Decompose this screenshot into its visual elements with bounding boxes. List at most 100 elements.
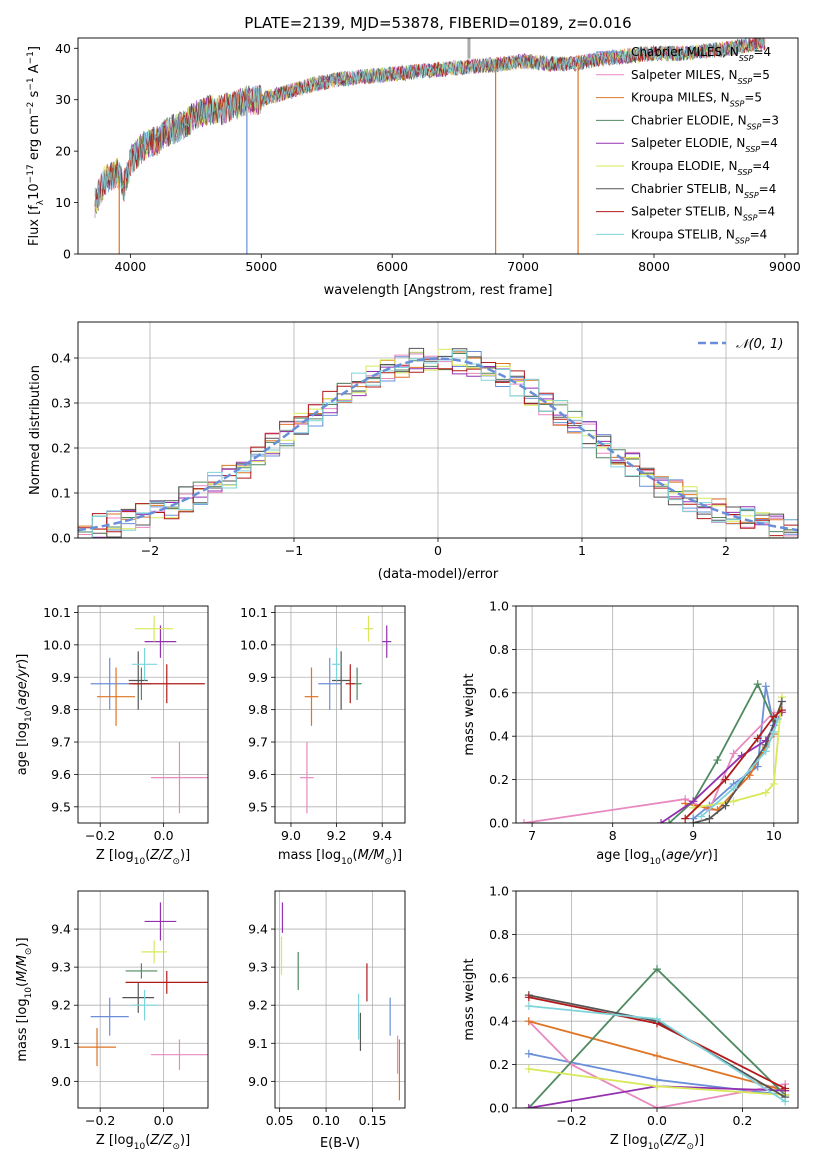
x-tick-label: 5000	[245, 259, 277, 274]
mass-weight-marker	[729, 797, 738, 806]
plot-area-spectrum	[94, 38, 766, 254]
x-tick-label: 0.10	[312, 1113, 340, 1128]
mass-weight-marker	[713, 756, 722, 765]
y-tick-label: 0.0	[51, 531, 71, 546]
plot-area-mass-weight-vs-Z	[524, 965, 790, 1108]
x-tick-label: −1	[285, 543, 303, 558]
mass-weight-marker	[653, 965, 661, 974]
mass-weight-marker	[657, 819, 666, 823]
y-tick-label: 30	[55, 92, 71, 107]
y-tick-label: 0.4	[489, 1014, 509, 1029]
legend-label: Chabrier STELIB, NSSP=4	[631, 182, 776, 200]
mass-weight-marker	[705, 814, 714, 823]
y-tick-label: 20	[55, 144, 71, 159]
x-tick-label: 10	[766, 828, 782, 843]
ebv-xlabel: E(B-V)	[320, 1136, 360, 1151]
y-tick-label: 9.0	[248, 1074, 268, 1089]
y-tick-label: 0.2	[489, 1057, 509, 1072]
axes-frame	[274, 605, 406, 824]
h-alpha-feature	[467, 38, 471, 59]
x-tick-label: 9	[689, 828, 697, 843]
age-vs-Z-ylabel-text: age [log10(age/yr)]	[15, 654, 34, 776]
y-tick-label: 10	[55, 195, 71, 210]
mass-weight-marker	[520, 819, 529, 823]
y-tick-label: 1.0	[489, 599, 509, 614]
axes-frame	[77, 321, 799, 539]
mass-weight-marker	[769, 712, 778, 721]
mass-vs-Z-ylabel-text: mass [log10(M/M⊙)]	[15, 937, 34, 1061]
axes-frame	[77, 605, 209, 824]
x-tick-label: −0.2	[556, 1113, 586, 1128]
age-vs-Z-ylabel: age [log10(age/yr)]	[15, 654, 34, 776]
plot-area-age-vs-Z	[90, 615, 208, 814]
y-tick-label: 9.5	[51, 799, 71, 814]
plot-area-age-vs-mass	[300, 615, 392, 814]
legend-label: Salpeter STELIB, NSSP=4	[631, 205, 775, 223]
mass-weight-marker	[653, 1104, 661, 1108]
spectrum-ylabel: Flux [fλ10−17 erg cm−2 s−1 A−1]	[26, 46, 46, 246]
axes-mass-vs-ebv: 0.05 0.10 0.15 9.0 9.1 9.2 9.3 9.4	[248, 890, 406, 1128]
axes-mass-weight-vs-age: 7 8 9 10 0.0 0.2 0.4 0.6 0.8 1.0	[489, 599, 799, 843]
mass-weight-marker	[761, 788, 770, 797]
legend-label: 𝒩(0, 1)	[736, 337, 783, 352]
axes-spectrum: 4000 5000 6000 7000 8000 9000 0 10 20 30 40	[55, 37, 801, 274]
y-tick-label: 9.8	[248, 702, 268, 717]
x-tick-label: 0.2	[733, 1113, 753, 1128]
mass-weight-marker	[777, 706, 786, 715]
legend-label: Kroupa ELODIE, NSSP=4	[631, 159, 770, 177]
y-tick-label: 9.6	[248, 767, 268, 782]
age-vs-Z-xlabel: Z [log10(Z/Z⊙)]	[96, 848, 190, 867]
legend-label: Chabrier MILES, NSSP=4	[631, 45, 771, 63]
mass-weight-marker	[653, 1051, 661, 1060]
mass-weight-marker	[689, 819, 698, 823]
y-tick-label: 0.1	[51, 486, 71, 501]
axes-frame	[274, 890, 406, 1109]
mass-weight-marker	[697, 812, 706, 821]
plot-area-residuals	[78, 347, 798, 538]
mass-weight-marker	[729, 784, 738, 793]
spectrum-xlabel: wavelength [Angstrom, rest frame]	[324, 283, 553, 298]
y-tick-label: 0.2	[51, 441, 71, 456]
mass-weight-marker	[524, 1049, 533, 1058]
y-tick-label: 9.2	[248, 998, 268, 1013]
y-tick-label: 0.6	[489, 970, 509, 985]
y-tick-label: 0.6	[489, 685, 509, 700]
y-tick-label: 9.1	[51, 1036, 71, 1051]
mass-weight-vs-Z-xlabel: Z [log10(Z/Z⊙)]	[610, 1133, 704, 1152]
y-tick-label: 9.1	[248, 1036, 268, 1051]
mass-weight-marker	[745, 771, 754, 780]
mass-weight-vs-Z-ylabel: mass weight	[462, 958, 477, 1040]
x-tick-label: −0.2	[85, 1113, 115, 1128]
y-tick-label: 9.4	[248, 922, 268, 937]
spectrum-line	[94, 38, 766, 209]
axes-frame	[515, 890, 799, 1109]
mass-weight-marker	[761, 682, 770, 691]
mass-weight-vs-age-xlabel: age [log10(age/yr)]	[596, 848, 718, 867]
spectrum-ylabel-text: Flux [fλ10−17 erg cm−2 s−1 A−1]	[26, 46, 46, 246]
y-tick-label: 9.5	[248, 799, 268, 814]
x-tick-label: 7000	[507, 259, 539, 274]
x-tick-label: 2	[722, 543, 730, 558]
axes-residuals: −2 −1 0 1 2 0.0 0.1 0.2 0.3 0.4	[51, 321, 799, 558]
mass-weight-marker	[769, 727, 778, 736]
x-tick-label: 8000	[638, 259, 670, 274]
axes-frame	[515, 605, 799, 824]
mass-weight-marker	[653, 1015, 661, 1024]
x-tick-label: −0.2	[85, 828, 115, 843]
y-tick-label: 9.3	[51, 960, 71, 975]
mass-weight-marker	[777, 697, 786, 706]
y-tick-label: 9.7	[248, 735, 268, 750]
axes-mass-vs-Z: −0.2 0.0 9.0 9.1 9.2 9.3 9.4	[51, 890, 209, 1128]
mass-weight-marker	[653, 1082, 661, 1091]
x-tick-label: 0.15	[359, 1113, 387, 1128]
spectrum-title: PLATE=2139, MJD=53878, FIBERID=0189, z=0…	[244, 14, 631, 32]
normal-curve	[78, 357, 798, 532]
mass-weight-marker	[773, 714, 782, 723]
y-tick-label: 1.0	[489, 884, 509, 899]
x-tick-label: 0.05	[266, 1113, 294, 1128]
mass-weight-marker	[781, 1084, 790, 1093]
residuals-ylabel: Normed distribution	[28, 365, 43, 495]
y-tick-label: 0.4	[489, 729, 509, 744]
legend-label: Kroupa STELIB, NSSP=4	[631, 227, 767, 245]
y-tick-label: 9.4	[51, 922, 71, 937]
